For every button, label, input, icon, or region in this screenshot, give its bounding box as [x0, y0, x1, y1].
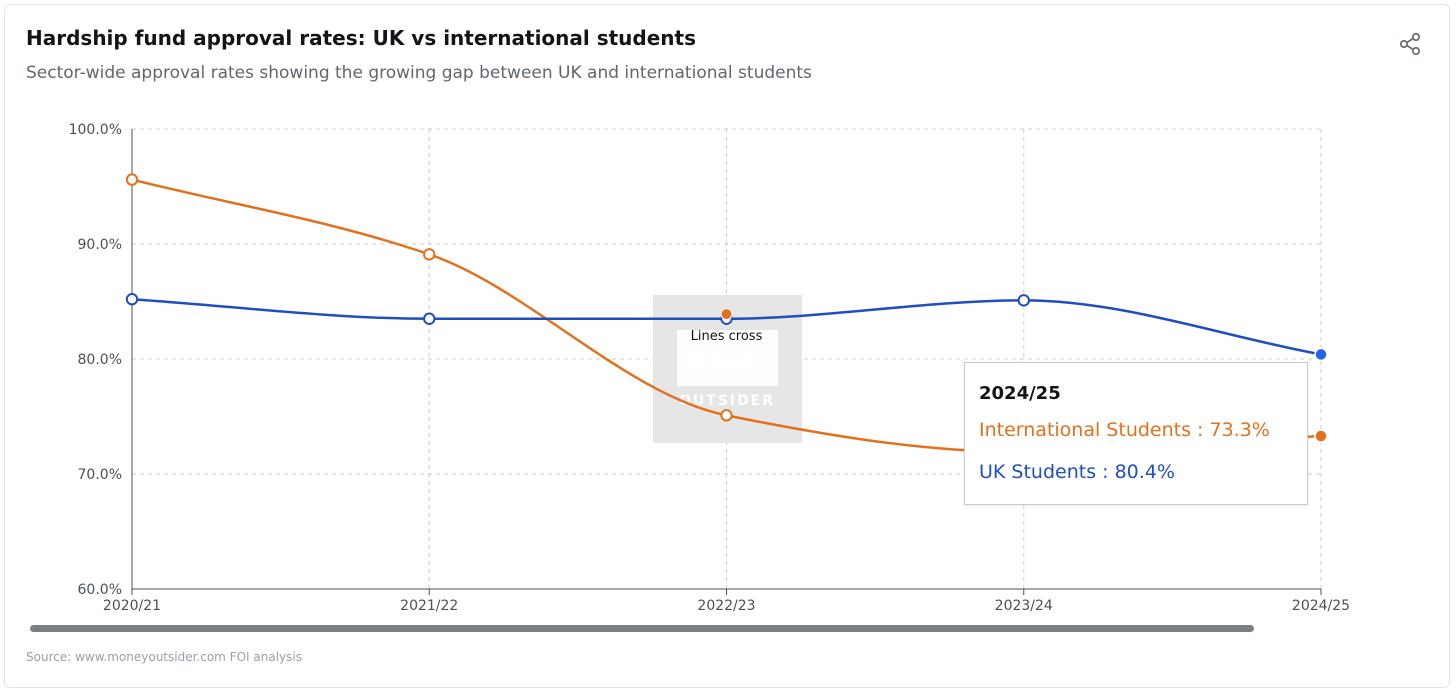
watermark-line2: OUTSIDER — [679, 393, 775, 409]
x-tick-label: 2023/24 — [995, 598, 1053, 614]
source-note: Source: www.moneyoutsider.com FOI analys… — [26, 650, 302, 664]
tooltip-series-name: UK Students — [979, 461, 1097, 483]
tooltip: 2024/25 International Students : 73.3% U… — [964, 362, 1308, 505]
y-tick-label: 60.0% — [78, 582, 122, 598]
tooltip-series-value: 73.3% — [1209, 419, 1270, 441]
international-data-point — [125, 173, 139, 186]
tooltip-title: 2024/25 — [979, 383, 1061, 404]
international-data-point — [1314, 429, 1328, 443]
tooltip-row-uk: UK Students : 80.4% — [979, 461, 1175, 483]
watermark-panel — [677, 330, 778, 386]
chart-title: Hardship fund approval rates: UK vs inte… — [26, 26, 696, 50]
share-button[interactable] — [1396, 30, 1424, 58]
tooltip-series-value: 80.4% — [1114, 461, 1175, 483]
x-tick-label: 2020/21 — [103, 598, 161, 614]
watermark-line1: MONEY — [686, 349, 768, 373]
share-icon — [1399, 32, 1421, 56]
x-tick-label: 2022/23 — [697, 598, 755, 614]
international-data-point — [423, 248, 436, 261]
horizontal-scrollbar[interactable] — [30, 625, 1254, 632]
annotation-label: Lines cross — [691, 329, 763, 344]
chart-subtitle: Sector-wide approval rates showing the g… — [26, 63, 812, 83]
tooltip-series-name: International Students — [979, 419, 1191, 441]
international-data-point — [720, 409, 733, 422]
y-tick-label: 90.0% — [78, 237, 122, 253]
uk-data-point — [423, 312, 436, 325]
uk-data-point — [1017, 294, 1030, 307]
uk-data-point — [1314, 347, 1328, 362]
tooltip-row-international: International Students : 73.3% — [979, 419, 1270, 441]
y-tick-label: 70.0% — [78, 467, 122, 483]
x-tick-label: 2021/22 — [400, 598, 458, 614]
uk-data-point — [125, 293, 139, 306]
annotation-marker — [720, 308, 733, 321]
y-tick-label: 100.0% — [69, 122, 122, 138]
axes — [131, 129, 1322, 595]
y-tick-label: 80.0% — [78, 352, 122, 368]
x-tick-label: 2024/25 — [1292, 598, 1350, 614]
tick-labels: 100.0% 90.0% 80.0% 70.0% 60.0%2020/21 2021/22… — [69, 122, 1350, 614]
annotations: Lines cross — [691, 308, 763, 344]
